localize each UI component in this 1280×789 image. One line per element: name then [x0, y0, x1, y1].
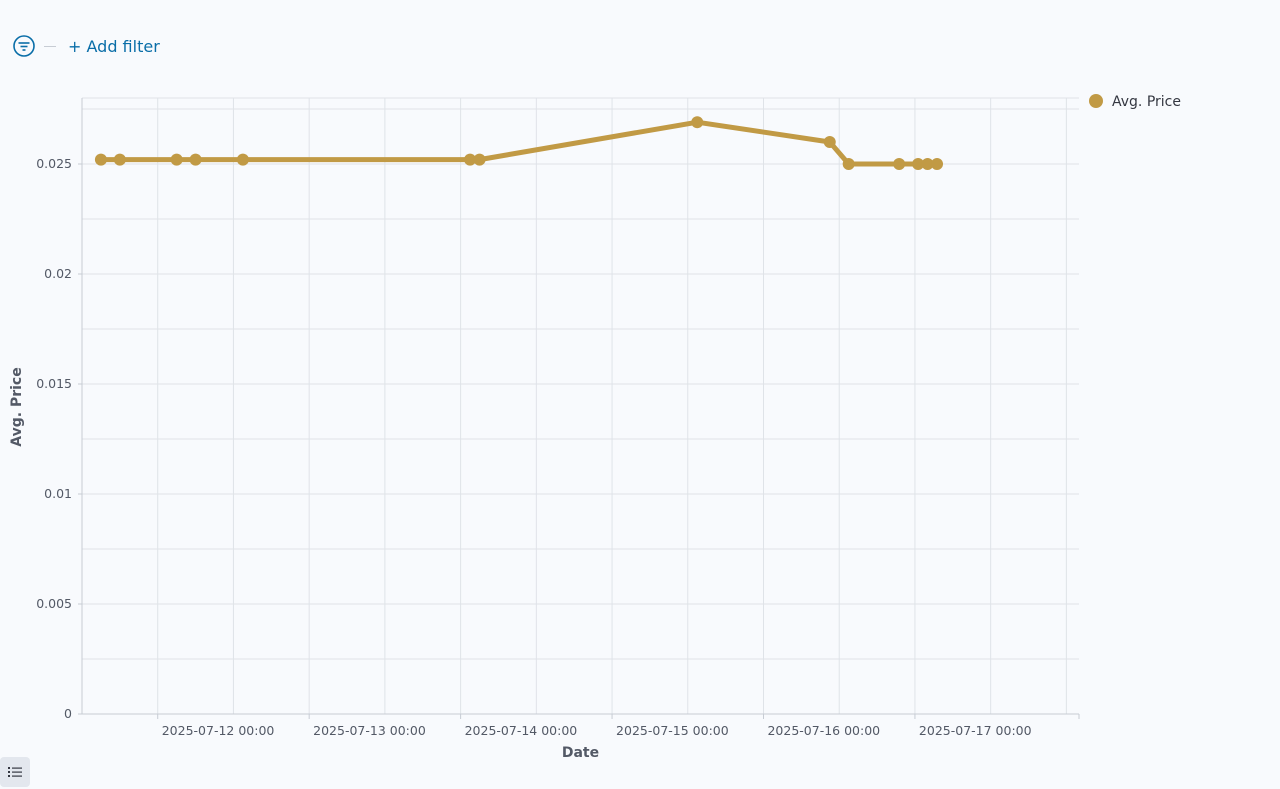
data-point: [236, 153, 249, 166]
y-tick-label: 0.02: [44, 266, 72, 281]
y-tick-label: 0.015: [36, 376, 72, 391]
y-tick-label: 0.01: [44, 486, 72, 501]
x-tick-label: 2025-07-15 00:00: [616, 723, 729, 738]
x-tick-label: 2025-07-16 00:00: [767, 723, 880, 738]
legend-label: Avg. Price: [1112, 94, 1181, 110]
chart-axes: [81, 98, 1080, 719]
x-axis-title: Date: [562, 745, 599, 761]
data-point: [94, 153, 107, 166]
legend-swatch: [1089, 94, 1103, 108]
data-point: [473, 153, 486, 166]
data-point: [921, 158, 934, 170]
data-point: [893, 158, 906, 170]
legend-toggle-button[interactable]: [0, 757, 30, 787]
legend[interactable]: Avg. Price: [1089, 94, 1181, 110]
series-line: [98, 119, 940, 167]
chart-series: [94, 116, 944, 170]
data-point: [842, 158, 855, 170]
add-filter-button[interactable]: + Add filter: [68, 36, 160, 56]
y-tick-label: 0: [64, 706, 72, 721]
filter-divider: [44, 45, 56, 47]
filter-icon[interactable]: [12, 34, 36, 58]
data-point: [189, 153, 202, 166]
data-point: [912, 158, 925, 170]
x-tick-label: 2025-07-12 00:00: [162, 723, 275, 738]
y-tick-label: 0.025: [36, 156, 72, 171]
data-point: [691, 116, 704, 129]
chart-grid: [81, 97, 1079, 715]
data-point: [931, 158, 944, 170]
x-tick-label: 2025-07-17 00:00: [919, 723, 1032, 738]
list-icon: [8, 767, 22, 777]
data-point: [464, 153, 477, 166]
filter-bar: + Add filter: [12, 33, 160, 59]
data-point: [113, 153, 126, 166]
x-tick-label: 2025-07-13 00:00: [313, 723, 426, 738]
data-point: [170, 153, 183, 166]
x-tick-label: 2025-07-14 00:00: [465, 723, 578, 738]
data-point: [823, 136, 836, 148]
y-tick-label: 0.005: [36, 596, 72, 611]
y-axis-title: Avg. Price: [9, 367, 25, 446]
chart-ticks: 0 0.005 0.01 0.015 0.02 0.025 2025-07-12 00:00…: [36, 156, 1031, 738]
